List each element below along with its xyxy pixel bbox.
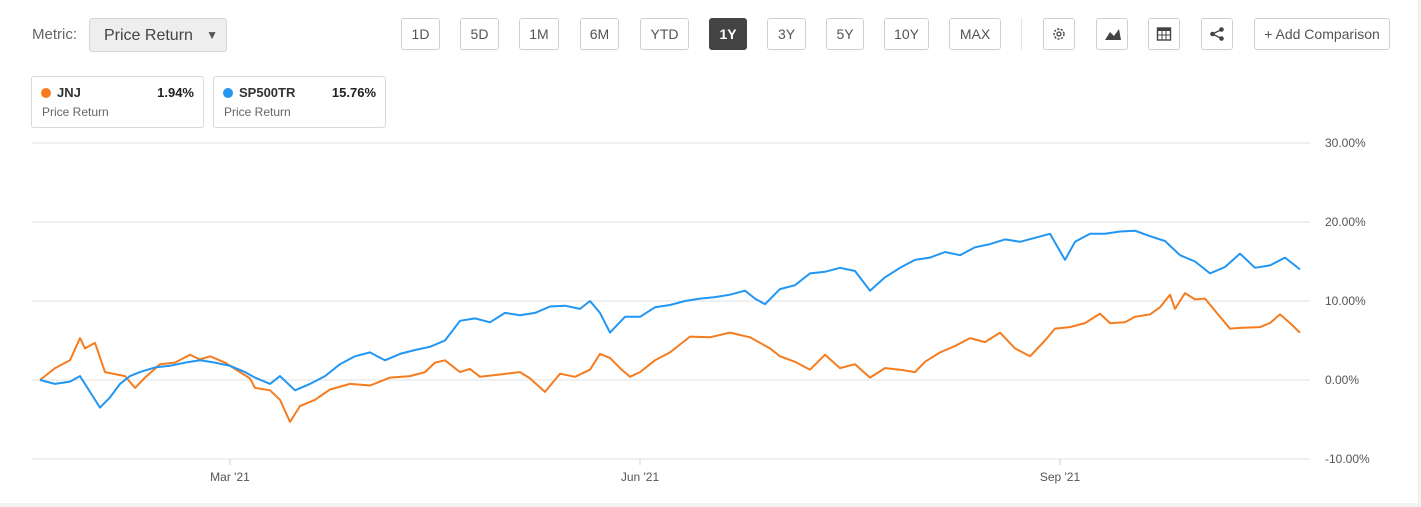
range-button-5y[interactable]: 5Y	[826, 18, 864, 50]
x-tick-label: Mar '21	[210, 470, 250, 484]
y-tick-label: 0.00%	[1325, 373, 1359, 387]
add-comparison-button[interactable]: + Add Comparison	[1254, 18, 1390, 50]
range-button-10y[interactable]: 10Y	[884, 18, 929, 50]
table-icon	[1156, 27, 1172, 41]
range-button-3y[interactable]: 3Y	[767, 18, 806, 50]
range-button-6m[interactable]: 6M	[580, 18, 619, 50]
range-button-1d[interactable]: 1D	[401, 18, 440, 50]
range-button-max[interactable]: MAX	[949, 18, 1001, 50]
legend-card-jnj[interactable]: JNJ 1.94% Price Return	[31, 76, 204, 128]
chart-type-icon	[1105, 29, 1121, 40]
legend-series-metric: Price Return	[224, 105, 291, 119]
range-button-1m[interactable]: 1M	[519, 18, 559, 50]
metric-select-value: Price Return	[104, 27, 193, 44]
x-tick-label: Sep '21	[1040, 470, 1081, 484]
settings-button[interactable]	[1043, 18, 1075, 50]
share-button[interactable]	[1201, 18, 1233, 50]
legend-series-value: 15.76%	[331, 85, 376, 100]
legend-series-metric: Price Return	[42, 105, 109, 119]
metric-select[interactable]: Price Return ▼	[89, 18, 227, 52]
legend-series-name: JNJ	[57, 85, 81, 100]
legend-card-sp500tr[interactable]: SP500TR 15.76% Price Return	[213, 76, 386, 128]
chevron-down-icon: ▼	[206, 28, 218, 42]
gear-icon	[1053, 28, 1065, 40]
metric-label: Metric:	[32, 26, 77, 43]
series-color-dot	[223, 88, 233, 98]
series-color-dot	[41, 88, 51, 98]
y-tick-label: -10.00%	[1325, 452, 1370, 466]
y-tick-label: 20.00%	[1325, 215, 1366, 229]
toolbar-divider	[1021, 18, 1022, 50]
range-button-ytd[interactable]: YTD	[640, 18, 689, 50]
x-tick-label: Jun '21	[621, 470, 660, 484]
range-button-1y[interactable]: 1Y	[709, 18, 747, 50]
legend-series-name: SP500TR	[239, 85, 296, 100]
chart-type-button[interactable]	[1096, 18, 1128, 50]
series-line-jnj[interactable]	[39, 292, 1301, 423]
share-icon	[1210, 27, 1224, 41]
y-tick-label: 30.00%	[1325, 136, 1366, 150]
series-line-sp500tr[interactable]	[39, 229, 1301, 409]
y-tick-label: 10.00%	[1325, 294, 1366, 308]
range-button-5d[interactable]: 5D	[460, 18, 499, 50]
legend-series-value: 1.94%	[157, 85, 194, 100]
table-view-button[interactable]	[1148, 18, 1180, 50]
